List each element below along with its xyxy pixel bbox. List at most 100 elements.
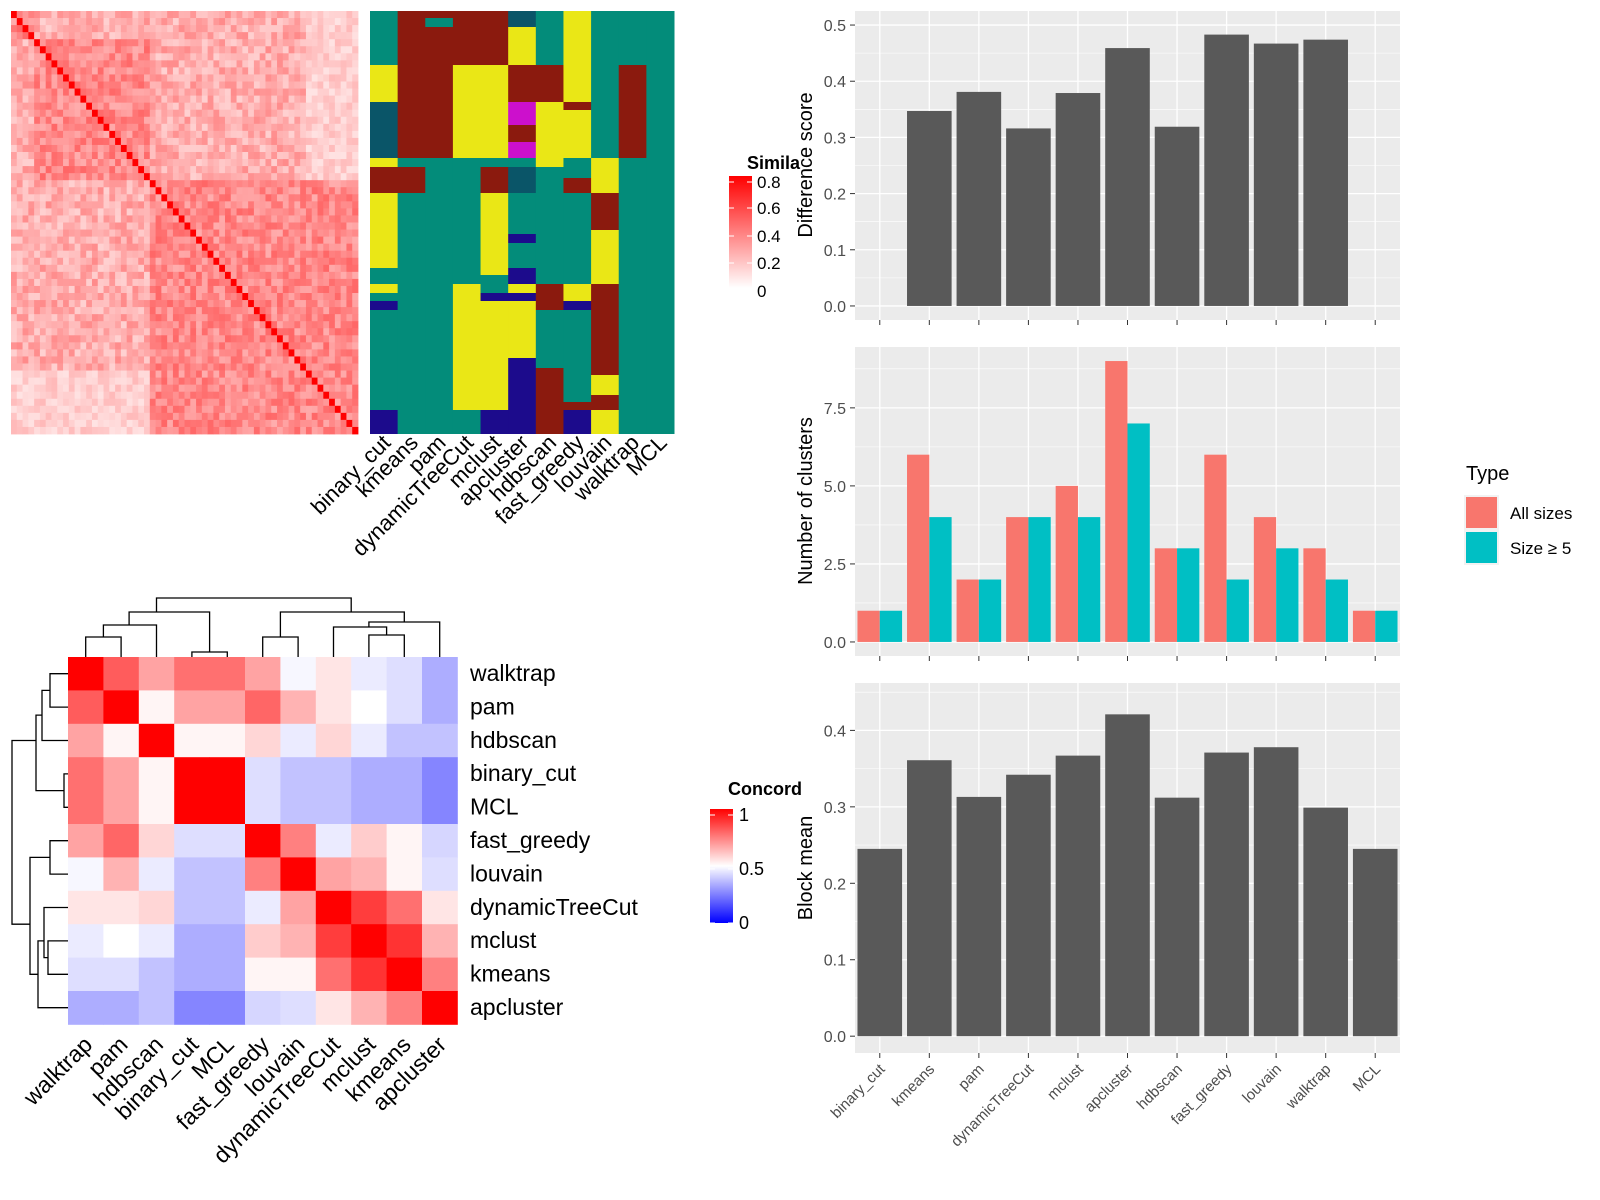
similarity-cell [224, 166, 232, 174]
similarity-cell [329, 363, 336, 371]
similarity-cell [317, 335, 324, 343]
similarity-cell [167, 32, 174, 40]
bar [907, 111, 952, 306]
similarity-cell [219, 39, 226, 47]
similarity-cell [253, 53, 261, 61]
assignment-cell [563, 110, 592, 158]
similarity-cell [86, 363, 93, 371]
similarity-cell [138, 300, 145, 308]
concordance-cell [422, 890, 458, 925]
similarity-cell [288, 166, 295, 174]
bar [1154, 797, 1200, 1037]
similarity-cell [248, 300, 255, 308]
similarity-cell [120, 257, 128, 266]
similarity-cell [28, 74, 35, 82]
bar-all-sizes [1253, 517, 1277, 642]
similarity-cell [68, 384, 76, 393]
similarity-cell [115, 384, 122, 393]
similarity-cell [242, 398, 249, 407]
concordance-cell [174, 757, 210, 791]
similarity-cell [294, 349, 301, 357]
similarity-cell [103, 208, 110, 216]
similarity-cell [103, 215, 110, 223]
similarity-cell [51, 391, 58, 400]
concordance-row-label: pam [470, 693, 515, 719]
similarity-cell [323, 215, 330, 223]
similarity-cell [91, 116, 99, 125]
similarity-cell [259, 412, 266, 421]
similarity-cell [149, 159, 156, 167]
similarity-cell [28, 384, 35, 393]
similarity-cell [167, 102, 174, 111]
similarity-cell [294, 335, 301, 343]
assignment-cell [397, 158, 426, 167]
bar [956, 796, 1002, 1037]
similarity-cell [224, 426, 232, 435]
similarity-cell [311, 67, 318, 75]
similarity-cell [282, 285, 289, 294]
similarity-cell [138, 39, 145, 47]
similarity-cell [39, 187, 47, 195]
similarity-cell [11, 74, 18, 82]
similarity-cell [103, 81, 110, 89]
similarity-cell [288, 419, 295, 428]
similarity-cell [329, 314, 336, 322]
similarity-cell [352, 285, 359, 294]
similarity-cell [277, 88, 284, 96]
assignment-cell [563, 310, 592, 402]
similarity-cell [323, 208, 330, 216]
similarity-cell [265, 377, 272, 386]
similarity-cell [248, 264, 255, 273]
assignment-cell [508, 234, 537, 243]
similarity-cell [271, 152, 278, 160]
similarity-cell [311, 300, 318, 308]
similarity-cell [115, 159, 122, 167]
similarity-cell [161, 377, 168, 386]
similarity-cell [242, 271, 249, 280]
similarity-cell [144, 342, 151, 350]
similarity-cell [63, 426, 70, 435]
similarity-cell [103, 419, 110, 428]
similarity-cell [63, 419, 70, 428]
similarity-cell [230, 243, 237, 252]
similarity-cell [120, 412, 128, 421]
bar-size-ge5 [1028, 517, 1051, 642]
similarity-cell [248, 60, 255, 68]
similarity-cell [271, 419, 278, 428]
similarity-cell [11, 53, 18, 61]
similarity-cell [149, 32, 156, 40]
similarity-cell [68, 250, 76, 259]
similarity-cell [346, 412, 353, 421]
similarity-cell [68, 137, 76, 146]
similarity-cell [201, 405, 209, 414]
similarity-cell [91, 194, 99, 202]
similarity-cell [161, 194, 168, 202]
similarity-cell [190, 208, 197, 216]
similarity-cell [68, 159, 76, 167]
similarity-cell [219, 67, 226, 75]
assignment-cell [508, 243, 537, 268]
similarity-cell [126, 159, 133, 167]
similarity-cell [144, 321, 151, 329]
similarity-cell [190, 222, 197, 230]
similarity-cell [288, 236, 295, 245]
similarity-cell [219, 419, 226, 428]
similarity-cell [334, 123, 342, 132]
similarity-cell [132, 25, 139, 33]
similarity-cell [16, 95, 23, 104]
similarity-cell [115, 257, 122, 266]
assignment-cell [563, 410, 592, 434]
similarity-cell [317, 88, 324, 96]
similarity-cell [109, 173, 116, 181]
similarity-cell [207, 363, 214, 371]
similarity-cell [22, 285, 29, 294]
similarity-cell [86, 391, 93, 400]
similarity-cell [277, 236, 284, 245]
similarity-cell [329, 412, 336, 421]
similarity-cell [265, 152, 272, 160]
similarity-cell [109, 426, 116, 435]
similarity-cell [196, 130, 203, 139]
similarity-cell [144, 173, 151, 181]
similarity-cell [167, 53, 174, 61]
similarity-cell [294, 123, 301, 132]
